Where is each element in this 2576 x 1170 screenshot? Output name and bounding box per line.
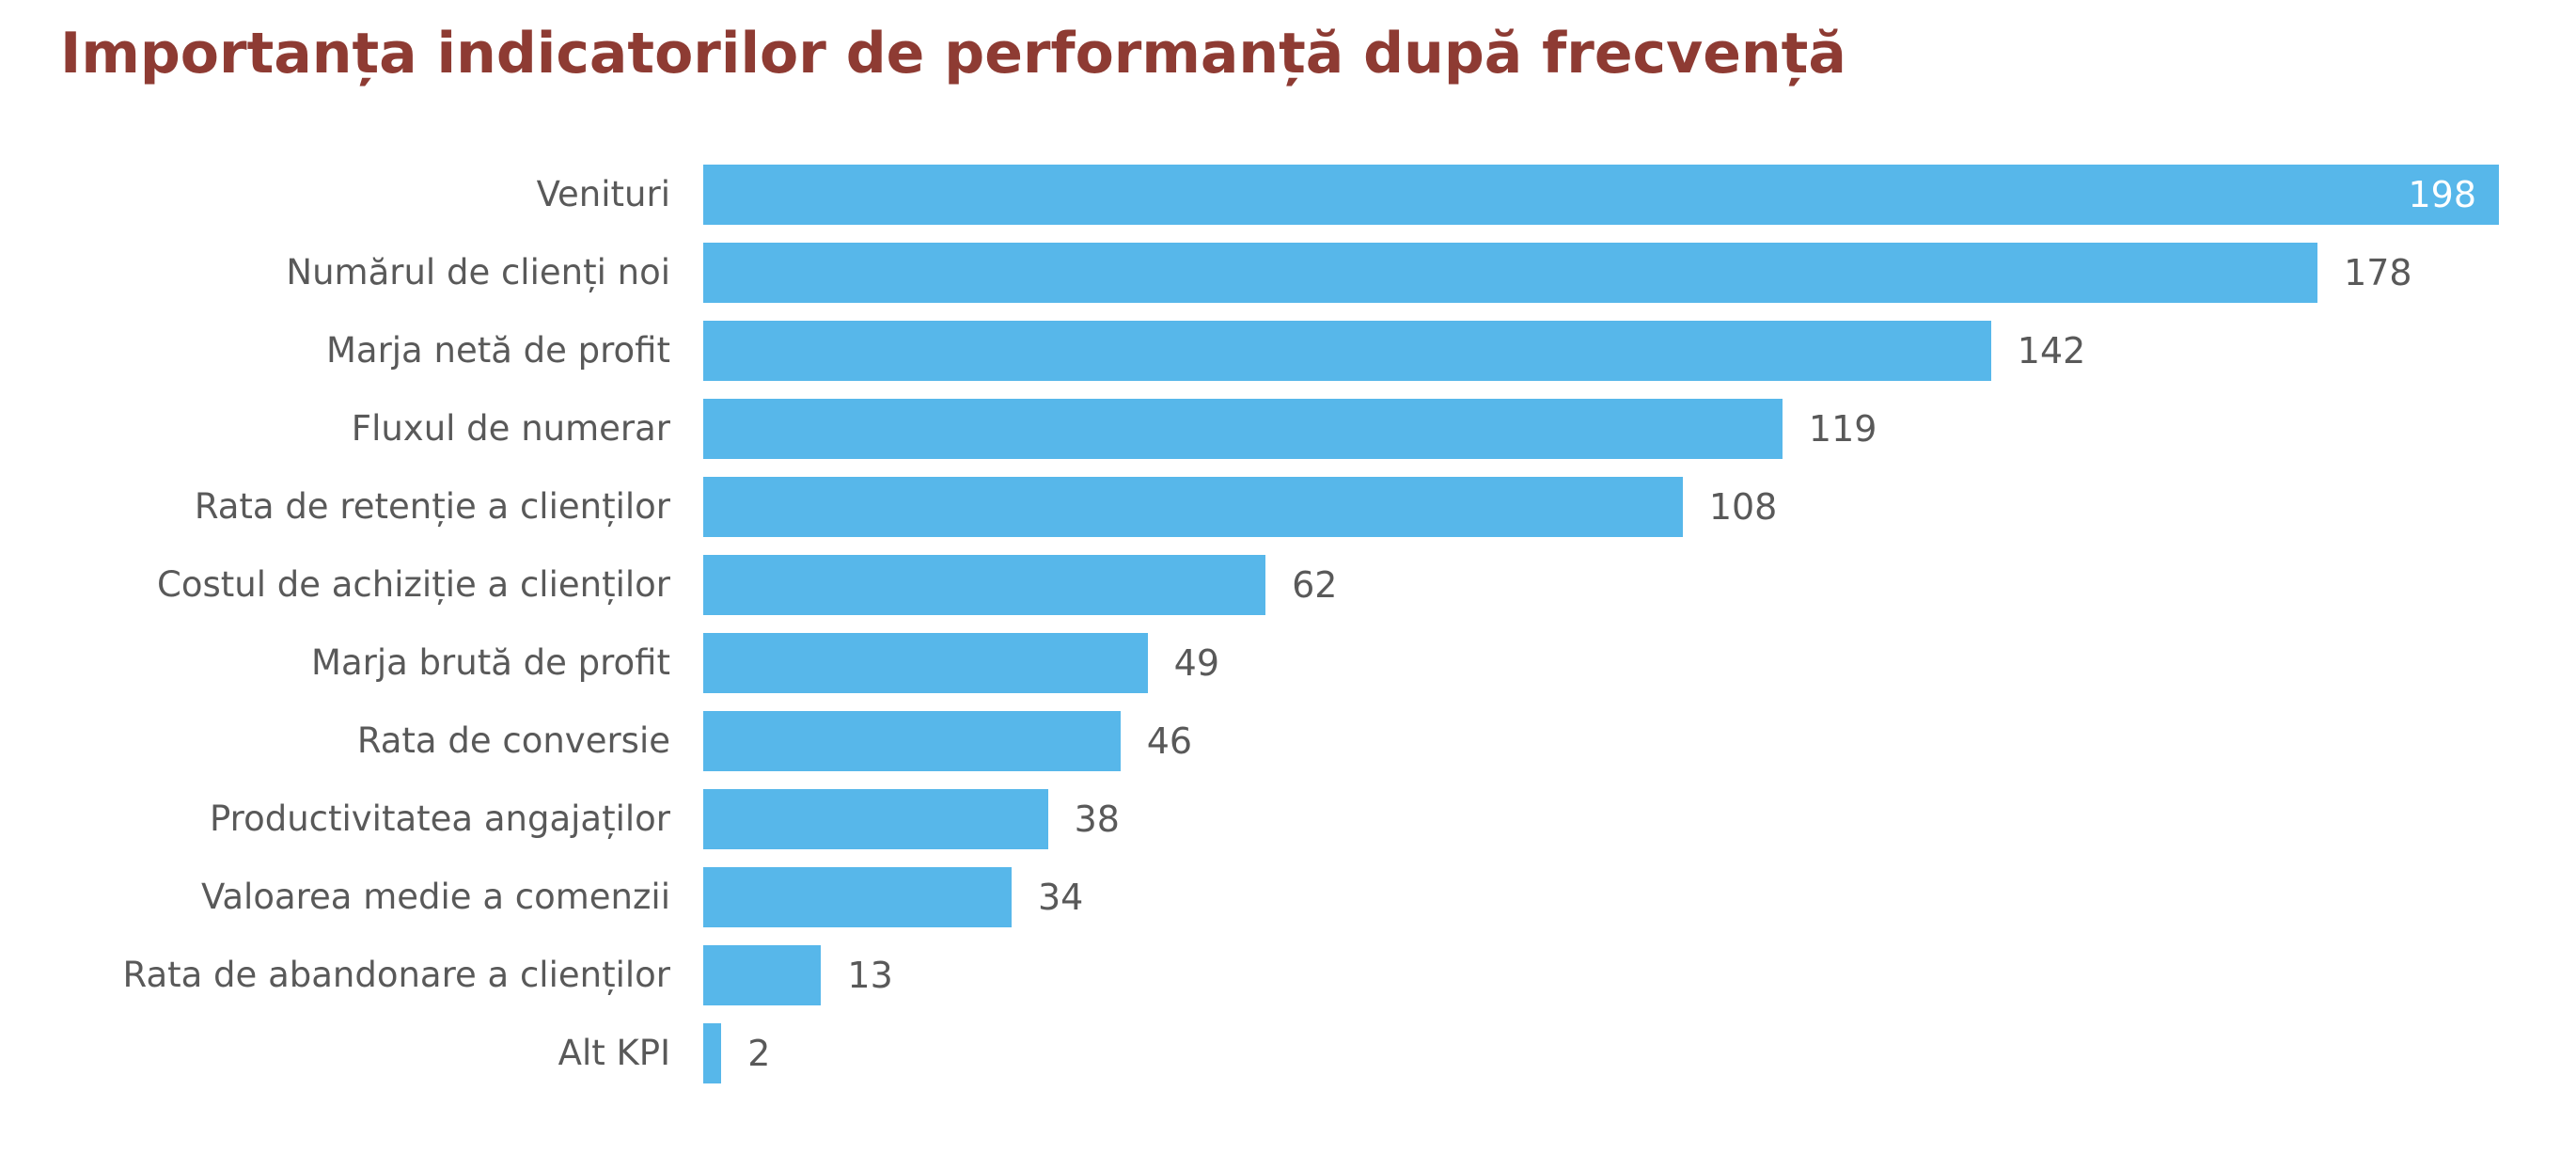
bar-area: 119 xyxy=(703,389,2576,467)
chart-title: Importanța indicatorilor de performanță … xyxy=(60,21,1846,87)
value-label: 108 xyxy=(1708,485,1778,528)
bar xyxy=(703,554,1266,615)
category-label: Alt KPI xyxy=(558,1033,670,1073)
bar xyxy=(703,1022,722,1083)
value-label: 62 xyxy=(1292,563,1338,606)
value-label: 198 xyxy=(2408,173,2476,215)
value-label: 13 xyxy=(847,954,893,996)
category-label: Venituri xyxy=(536,174,670,214)
bar-area: 2 xyxy=(703,1014,2576,1092)
value-label: 34 xyxy=(1037,876,1084,918)
chart-rows: Venituri 198 Numărul de clienți noi 178 Marj… xyxy=(0,155,2576,1092)
bar-area: 198 xyxy=(703,155,2576,233)
value-label: 46 xyxy=(1146,719,1193,762)
category-label: Marja netă de profit xyxy=(325,330,670,371)
bar-area: 108 xyxy=(703,467,2576,545)
category-label: Rata de abandonare a clienților xyxy=(122,955,670,995)
bar-area: 13 xyxy=(703,936,2576,1014)
bar-area: 34 xyxy=(703,858,2576,936)
bar xyxy=(703,788,1048,849)
bar-area: 142 xyxy=(703,311,2576,389)
bar-area: 62 xyxy=(703,545,2576,624)
category-label: Valoarea medie a comenzii xyxy=(200,877,670,917)
bar-area: 38 xyxy=(703,780,2576,858)
bar xyxy=(703,320,1991,381)
bar xyxy=(703,710,1121,771)
chart-row: Fluxul de numerar 119 xyxy=(0,389,2576,467)
chart-row: Marja netă de profit 142 xyxy=(0,311,2576,389)
chart-row: Marja brută de profit 49 xyxy=(0,624,2576,702)
bar: 198 xyxy=(703,164,2499,225)
chart-row: Numărul de clienți noi 178 xyxy=(0,233,2576,311)
category-label: Fluxul de numerar xyxy=(351,408,670,449)
bar xyxy=(703,632,1148,693)
chart-row: Valoarea medie a comenzii 34 xyxy=(0,858,2576,936)
category-label: Rata de conversie xyxy=(356,720,670,761)
bar xyxy=(703,398,1783,459)
chart-row: Alt KPI 2 xyxy=(0,1014,2576,1092)
value-label: 38 xyxy=(1074,798,1120,840)
bar xyxy=(703,242,2318,303)
category-label: Marja brută de profit xyxy=(311,642,670,683)
bar xyxy=(703,866,1012,927)
value-label: 142 xyxy=(2017,329,2086,372)
chart-row: Venituri 198 xyxy=(0,155,2576,233)
bar xyxy=(703,944,822,1005)
category-label: Costul de achiziție a clienților xyxy=(157,564,670,605)
bar-area: 178 xyxy=(703,233,2576,311)
value-label: 2 xyxy=(747,1032,771,1074)
category-label: Productivitatea angajaților xyxy=(210,798,670,839)
category-label: Rata de retenție a clienților xyxy=(194,486,670,527)
chart-row: Rata de abandonare a clienților 13 xyxy=(0,936,2576,1014)
value-label: 178 xyxy=(2344,251,2412,293)
chart-row: Productivitatea angajaților 38 xyxy=(0,780,2576,858)
bar-area: 46 xyxy=(703,702,2576,780)
chart-row: Costul de achiziție a clienților 62 xyxy=(0,545,2576,624)
value-label: 119 xyxy=(1808,407,1877,450)
chart-row: Rata de conversie 46 xyxy=(0,702,2576,780)
bar xyxy=(703,476,1683,537)
chart-row: Rata de retenție a clienților 108 xyxy=(0,467,2576,545)
bar-area: 49 xyxy=(703,624,2576,702)
value-label: 49 xyxy=(1173,641,1220,684)
category-label: Numărul de clienți noi xyxy=(286,252,670,292)
